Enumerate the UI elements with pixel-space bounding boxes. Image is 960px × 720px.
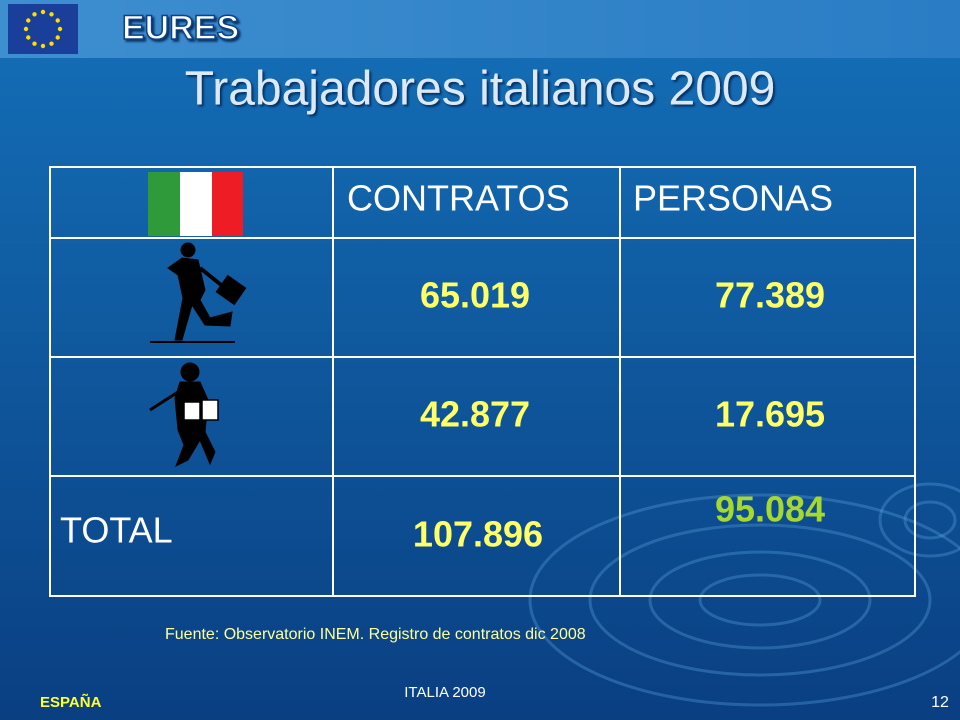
star (57, 26, 63, 32)
footer-center: ITALIA 2009 (404, 684, 485, 701)
cell: 107.896 (413, 514, 543, 555)
woman-icon (149, 362, 219, 468)
ripples (528, 482, 960, 707)
star (49, 41, 54, 46)
column-header: PERSONAS (633, 178, 833, 219)
cell: 42.877 (420, 394, 530, 435)
source: Fuente: Observatorio INEM. Registro de c… (165, 626, 586, 643)
logo: EURES (122, 9, 239, 47)
total-label: TOTAL (60, 510, 173, 551)
star (55, 35, 60, 40)
star (49, 12, 54, 17)
page-number: 12 (931, 694, 949, 711)
star (40, 9, 46, 15)
star (23, 26, 29, 32)
star (32, 12, 37, 17)
man-icon (150, 242, 247, 343)
column-header: CONTRATOS (347, 178, 570, 219)
title: Trabajadores italianos 2009 (185, 63, 776, 116)
star (40, 43, 46, 49)
cell: 65.019 (420, 275, 530, 316)
table-grid (49, 166, 916, 597)
top-bar (0, 0, 960, 58)
eu-stars (23, 9, 63, 49)
star (32, 41, 37, 46)
star (55, 18, 60, 23)
star (26, 18, 31, 23)
star (26, 35, 31, 40)
cell: 95.084 (715, 489, 825, 530)
cell: 77.389 (715, 275, 825, 316)
italian-flag (148, 172, 243, 236)
cell: 17.695 (715, 394, 825, 435)
footer-left: ESPAÑA (40, 693, 102, 711)
